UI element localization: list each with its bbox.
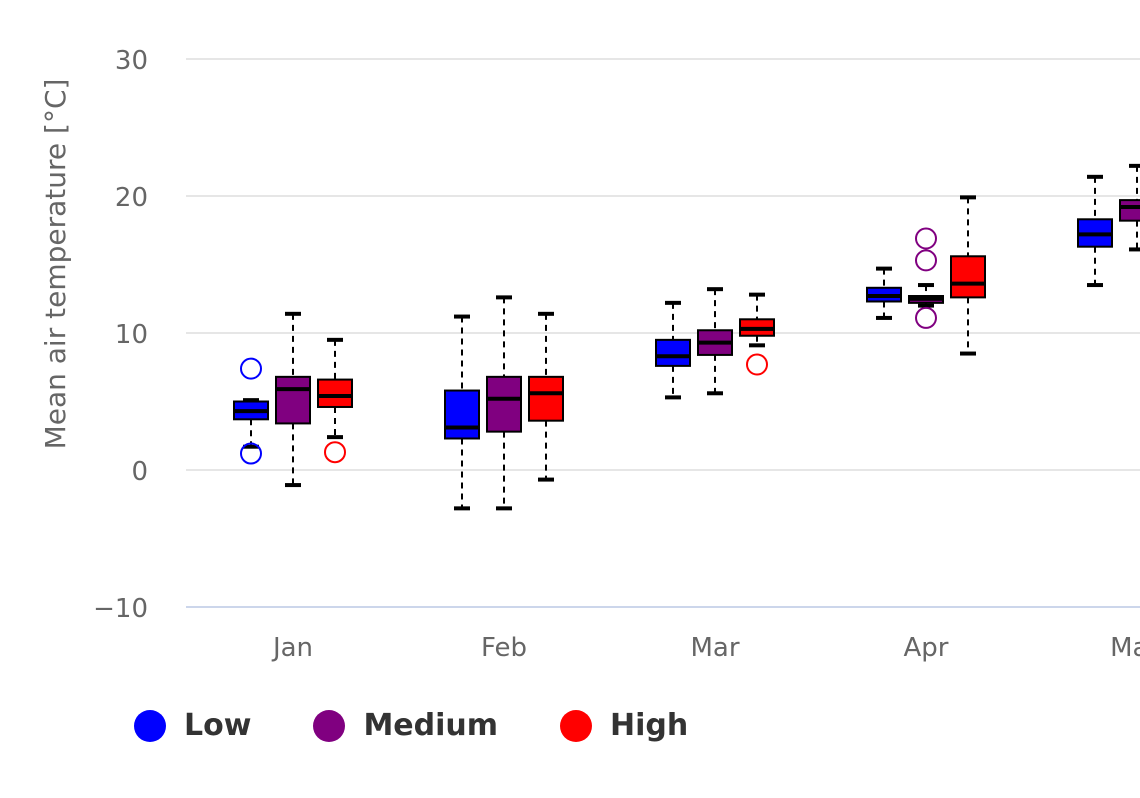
legend-item-low[interactable]: Low xyxy=(134,708,251,743)
box-body xyxy=(444,389,480,440)
box-high-apr xyxy=(950,195,986,356)
legend: Low Medium High xyxy=(134,708,750,743)
outlier-point xyxy=(915,227,937,250)
outlier-point xyxy=(324,441,346,464)
box-body xyxy=(486,375,522,433)
box-medium-apr xyxy=(908,283,944,308)
x-tick-label: Apr xyxy=(904,633,949,663)
x-tick-label: Feb xyxy=(481,633,527,663)
legend-marker xyxy=(560,709,593,742)
box-low-mar xyxy=(655,300,691,400)
x-tick-label: Mar xyxy=(690,633,739,663)
axes: −10 0 10 20 30 Jan Feb Mar Apr May xyxy=(93,46,1140,663)
x-tick-label: Jan xyxy=(271,633,313,663)
y-tick-label: −10 xyxy=(93,594,148,624)
box-body xyxy=(275,375,311,425)
box-low-jan xyxy=(233,398,269,449)
y-tick-label: 20 xyxy=(115,183,148,213)
y-tick-label: 30 xyxy=(115,46,148,76)
outlier-point xyxy=(915,249,937,272)
box-high-mar xyxy=(739,292,775,348)
legend-item-high[interactable]: High xyxy=(560,708,688,743)
outlier-point xyxy=(240,357,262,380)
box-low-feb xyxy=(444,314,480,511)
boxplot-chart: −10 0 10 20 30 Jan Feb Mar Apr May Mean air tempe… xyxy=(39,46,1140,663)
box-medium-mar xyxy=(697,287,733,396)
legend-label: High xyxy=(610,708,689,743)
box-body xyxy=(528,375,564,422)
y-tick-label: 0 xyxy=(131,457,148,487)
legend-item-medium[interactable]: Medium xyxy=(313,708,498,743)
gridlines xyxy=(186,58,1140,608)
box-high-jan xyxy=(317,337,353,440)
outlier-point xyxy=(915,306,937,329)
legend-label: Low xyxy=(184,708,252,743)
y-axis-label: Mean air temperature [°C] xyxy=(39,79,72,450)
box-body xyxy=(950,255,986,299)
box-body xyxy=(655,338,691,367)
box-high-feb xyxy=(528,311,564,482)
box-low-may xyxy=(1077,174,1113,288)
legend-label: Medium xyxy=(363,708,499,743)
box-low-apr xyxy=(866,266,902,320)
plot-area xyxy=(233,163,1140,511)
y-tick-label: 10 xyxy=(115,320,148,350)
x-tick-label: May xyxy=(1110,633,1140,663)
box-medium-jan xyxy=(275,311,311,488)
box-medium-feb xyxy=(486,295,522,511)
outlier-point xyxy=(240,442,262,465)
outlier-point xyxy=(746,353,768,376)
box-body xyxy=(1119,199,1140,222)
box-medium-may xyxy=(1119,163,1140,252)
legend-marker xyxy=(313,709,346,742)
legend-marker xyxy=(134,709,166,742)
box-body xyxy=(317,378,353,408)
